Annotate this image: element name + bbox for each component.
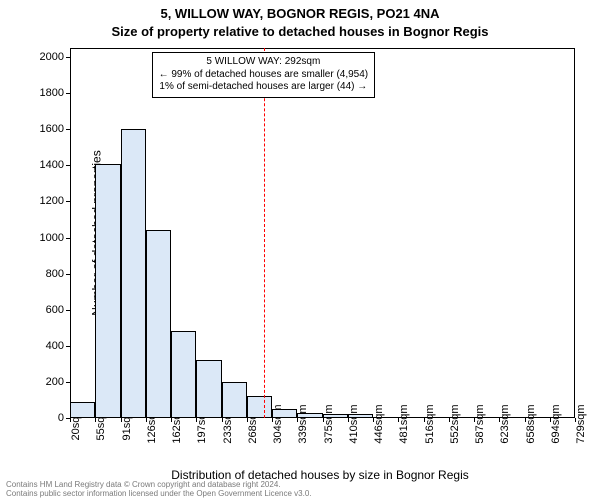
x-tick-mark (373, 418, 374, 422)
y-tick-label: 1600 (40, 123, 64, 135)
annotation-line: ← 99% of detached houses are smaller (4,… (159, 69, 369, 82)
x-tick-label: 481sqm (398, 404, 410, 443)
footer-line1: Contains HM Land Registry data © Crown c… (6, 480, 312, 489)
x-tick-mark (550, 418, 551, 422)
histogram-bar (196, 360, 221, 418)
x-tick-label: 623sqm (499, 404, 511, 443)
x-tick-mark (449, 418, 450, 422)
y-tick-mark (66, 346, 70, 347)
y-tick-label: 1000 (40, 232, 64, 244)
y-tick-label: 1400 (40, 159, 64, 171)
x-tick-mark (171, 418, 172, 422)
property-marker-line (264, 48, 265, 418)
x-tick-label: 339sqm (297, 404, 309, 443)
chart-title-line2: Size of property relative to detached ho… (0, 24, 600, 39)
x-tick-label: 729sqm (575, 404, 587, 443)
x-tick-mark (348, 418, 349, 422)
x-tick-mark (575, 418, 576, 422)
x-tick-mark (247, 418, 248, 422)
annotation-line: 1% of semi-detached houses are larger (4… (159, 81, 369, 94)
y-tick-label: 1800 (40, 87, 64, 99)
histogram-bar (222, 382, 247, 418)
x-tick-mark (95, 418, 96, 422)
x-tick-label: 552sqm (449, 404, 461, 443)
histogram-bar (247, 396, 272, 418)
y-tick-mark (66, 57, 70, 58)
x-tick-label: 446sqm (373, 404, 385, 443)
x-tick-label: 410sqm (348, 404, 360, 443)
y-tick-mark (66, 310, 70, 311)
x-tick-label: 587sqm (474, 404, 486, 443)
annotation-line: 5 WILLOW WAY: 292sqm (159, 56, 369, 69)
histogram-bar (272, 409, 297, 418)
x-tick-mark (121, 418, 122, 422)
x-tick-label: 658sqm (525, 404, 537, 443)
chart-container: 5, WILLOW WAY, BOGNOR REGIS, PO21 4NA Si… (0, 0, 600, 500)
x-tick-mark (272, 418, 273, 422)
x-tick-mark (196, 418, 197, 422)
x-tick-mark (222, 418, 223, 422)
histogram-bar (171, 331, 196, 418)
x-tick-label: 516sqm (424, 404, 436, 443)
chart-title-line1: 5, WILLOW WAY, BOGNOR REGIS, PO21 4NA (0, 6, 600, 21)
y-tick-mark (66, 93, 70, 94)
y-tick-label: 200 (46, 376, 64, 388)
y-tick-label: 1200 (40, 195, 64, 207)
y-tick-mark (66, 165, 70, 166)
y-tick-mark (66, 129, 70, 130)
y-tick-label: 600 (46, 304, 64, 316)
x-tick-label: 375sqm (323, 404, 335, 443)
x-tick-mark (70, 418, 71, 422)
x-tick-mark (323, 418, 324, 422)
x-tick-mark (499, 418, 500, 422)
y-tick-mark (66, 382, 70, 383)
y-tick-label: 400 (46, 340, 64, 352)
x-tick-mark (146, 418, 147, 422)
histogram-bar (323, 414, 348, 419)
x-tick-mark (398, 418, 399, 422)
footer-line2: Contains public sector information licen… (6, 489, 312, 498)
x-tick-mark (474, 418, 475, 422)
x-tick-mark (297, 418, 298, 422)
histogram-bar (121, 129, 146, 418)
y-tick-label: 2000 (40, 51, 64, 63)
histogram-bar (70, 402, 95, 418)
y-tick-mark (66, 274, 70, 275)
footer-attribution: Contains HM Land Registry data © Crown c… (6, 480, 312, 498)
histogram-bar (348, 414, 373, 418)
plot-area: 020040060080010001200140016001800200020s… (70, 48, 575, 418)
y-tick-mark (66, 201, 70, 202)
y-tick-mark (66, 238, 70, 239)
x-tick-mark (424, 418, 425, 422)
histogram-bar (297, 413, 322, 418)
x-tick-mark (525, 418, 526, 422)
y-tick-label: 800 (46, 268, 64, 280)
property-annotation-box: 5 WILLOW WAY: 292sqm← 99% of detached ho… (152, 52, 376, 98)
x-tick-label: 694sqm (550, 404, 562, 443)
histogram-bar (146, 230, 171, 418)
y-tick-label: 0 (58, 412, 64, 424)
histogram-bar (95, 164, 120, 418)
